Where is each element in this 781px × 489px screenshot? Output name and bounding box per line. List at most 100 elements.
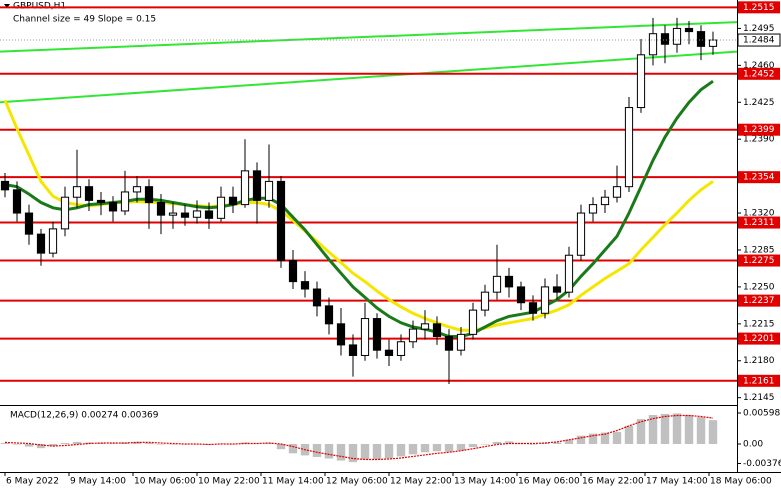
level-label: 1.2161 <box>743 376 775 386</box>
y-tick-label: 1.2145 <box>743 393 775 403</box>
candle-body <box>564 254 574 293</box>
macd-bar <box>420 443 430 453</box>
level-label: 1.2311 <box>743 218 775 228</box>
level-label-box <box>738 374 780 387</box>
y-tick-label: 0.00598 <box>743 409 780 419</box>
x-tick-label: 10 May 22:00 <box>198 477 260 487</box>
macd-bar <box>60 442 70 444</box>
symbol-marker <box>4 4 10 8</box>
macd-bar <box>564 439 574 444</box>
candle-body <box>324 305 334 325</box>
macd-bar <box>276 443 286 450</box>
candle-body <box>456 333 466 351</box>
macd-bar <box>576 435 586 444</box>
macd-bar <box>456 443 466 451</box>
y-tick-label: 1.2250 <box>743 282 775 292</box>
candle-body <box>528 302 538 314</box>
candle-body <box>468 309 478 335</box>
candle-body <box>600 196 610 206</box>
macd-bar <box>660 413 670 444</box>
macd-bar <box>492 441 502 444</box>
candle-body <box>588 204 598 214</box>
candle-body <box>360 318 370 356</box>
candle-body <box>552 286 562 293</box>
macd-bar <box>588 433 598 444</box>
candle-body <box>300 281 310 290</box>
macd-bar <box>504 441 514 444</box>
candle-body <box>216 196 226 219</box>
candle-body <box>420 323 430 330</box>
candle-body <box>84 186 94 201</box>
level-label-box <box>738 254 780 267</box>
candle-body <box>192 210 202 218</box>
candle-body <box>492 275 502 293</box>
x-tick-label: 16 May 06:00 <box>518 477 580 487</box>
macd-bar <box>336 443 346 461</box>
macd-bar <box>444 443 454 452</box>
level-label-box <box>738 67 780 80</box>
candle-body <box>696 31 706 47</box>
level-label: 1.2452 <box>743 69 775 79</box>
candle-body <box>288 260 298 283</box>
candle-body <box>168 212 178 216</box>
macd-bar <box>708 420 718 444</box>
candle-body <box>516 286 526 304</box>
candle-body <box>180 212 190 218</box>
candle-body <box>636 54 646 109</box>
macd-bar <box>396 443 406 457</box>
candle-body <box>660 33 670 45</box>
level-label-box <box>738 171 780 184</box>
macd-bar <box>348 443 358 463</box>
level-label: 1.2275 <box>743 256 775 266</box>
y-tick-label: 1.2495 <box>743 24 775 34</box>
candle-body <box>228 196 238 206</box>
candle-body <box>72 186 82 198</box>
candle-body <box>36 233 46 254</box>
level-label: 1.2237 <box>743 296 775 306</box>
macd-bar <box>528 443 538 445</box>
macd-bar <box>156 443 166 445</box>
candle-body <box>396 341 406 356</box>
level-label: 1.2354 <box>743 173 775 183</box>
candle-body <box>12 189 22 214</box>
x-tick-label: 17 May 14:00 <box>646 477 708 487</box>
level-label-box <box>738 1 780 14</box>
x-tick-label: 18 May 06:00 <box>710 477 772 487</box>
candle-body <box>0 180 10 191</box>
macd-bar <box>108 443 118 444</box>
macd-bar <box>648 414 658 444</box>
y-tick-label: 1.2425 <box>743 98 775 108</box>
macd-bar <box>432 443 442 452</box>
candle-body <box>708 39 718 47</box>
candle-body <box>684 27 694 33</box>
macd-bar <box>624 425 634 444</box>
macd-bar <box>696 417 706 444</box>
candle-body <box>156 202 166 216</box>
macd-bar <box>24 443 34 447</box>
macd-bar <box>672 413 682 444</box>
macd-bar <box>144 442 154 444</box>
macd-bar <box>600 432 610 444</box>
macd-bar <box>288 443 298 454</box>
x-tick-label: 11 May 14:00 <box>262 477 324 487</box>
x-tick-label: 12 May 06:00 <box>326 477 388 487</box>
channel-line <box>0 50 738 104</box>
channel-line <box>0 21 738 53</box>
x-tick-label: 12 May 22:00 <box>390 477 452 487</box>
y-tick-label: 0.00 <box>743 439 763 449</box>
last-price-box <box>737 33 781 47</box>
macd-bar <box>612 432 622 444</box>
candle-body <box>48 228 58 254</box>
candle-body <box>540 286 550 314</box>
macd-bar <box>0 442 10 444</box>
chart-subtitle: Channel size = 49 Slope = 0.15 <box>13 15 156 25</box>
macd-bar <box>408 443 418 455</box>
level-label-box <box>738 294 780 307</box>
candle-body <box>24 212 34 235</box>
candle-body <box>432 323 442 337</box>
candle-body <box>252 170 262 201</box>
y-tick-label: 1.2285 <box>743 245 775 255</box>
